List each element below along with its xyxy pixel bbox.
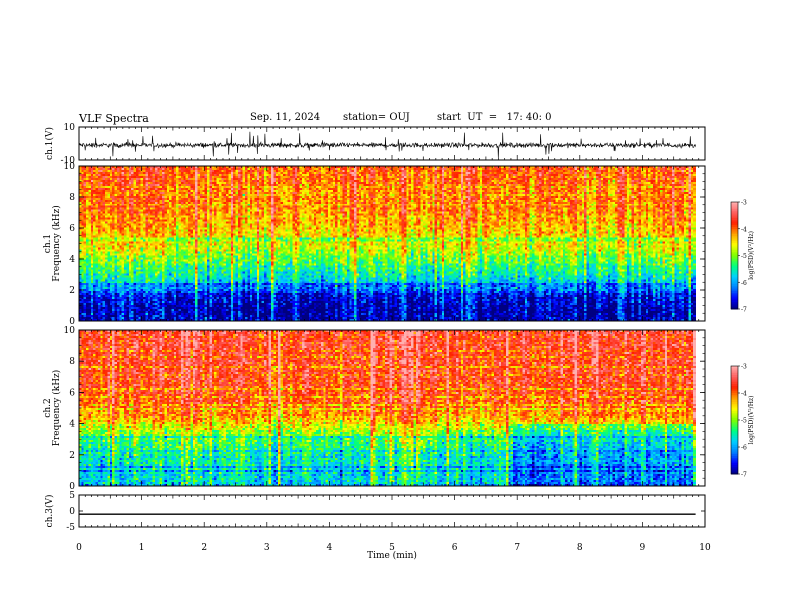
colorbar-tick-label: -4 — [741, 226, 747, 233]
colorbar-tick-label: -6 — [741, 445, 747, 452]
y-axis-label: ch.3(V) — [44, 495, 55, 528]
x-tick-label: 0 — [76, 543, 82, 553]
y-tick-label: 10 — [64, 326, 76, 336]
y-tick-label: 4 — [69, 255, 75, 265]
x-tick-label: 4 — [327, 543, 333, 553]
colorbar-tick-label: -5 — [741, 253, 747, 260]
y-tick-label: 8 — [69, 357, 75, 367]
y-tick-label: 5 — [69, 491, 75, 501]
y-tick-label: 10 — [64, 123, 76, 133]
x-tick-label: 2 — [201, 543, 207, 553]
y-tick-label: 2 — [69, 451, 75, 461]
colorbar-ch1 — [731, 202, 738, 309]
x-tick-label: 8 — [577, 543, 583, 553]
y-tick-label: 2 — [69, 286, 75, 296]
x-tick-label: 1 — [139, 543, 145, 553]
x-tick-label: 9 — [640, 543, 646, 553]
y-tick-label: 10 — [64, 162, 76, 172]
colorbar-ch2 — [731, 366, 738, 474]
colorbar-tick-label: -7 — [741, 307, 747, 314]
y-tick-label: 6 — [69, 388, 75, 398]
colorbar-tick-label: -4 — [741, 391, 747, 398]
y-tick-label: 0 — [69, 507, 75, 517]
colorbar-tick-label: -7 — [741, 472, 747, 479]
spectrogram-ch1 — [79, 166, 696, 321]
colorbar-tick-label: -3 — [741, 200, 747, 207]
y-tick-label: -5 — [66, 523, 75, 533]
colorbar-tick-label: -3 — [741, 364, 747, 371]
colorbar-label: log(PSD)(V²/Hz) — [748, 231, 755, 280]
x-tick-label: 7 — [514, 543, 520, 553]
colorbar-tick-label: -6 — [741, 280, 747, 287]
y-tick-label: 6 — [69, 224, 75, 234]
spectrogram-ch2 — [79, 330, 696, 486]
y-tick-label: 4 — [69, 420, 75, 430]
y-axis-label: ch.1(V) — [44, 127, 55, 160]
x-tick-label: 10 — [699, 543, 711, 553]
y-axis-label: Frequency (kHz) — [51, 205, 62, 282]
colorbar-tick-label: -5 — [741, 418, 747, 425]
x-axis-label: Time (min) — [367, 550, 417, 561]
y-tick-label: 8 — [69, 193, 75, 203]
y-axis-label: Frequency (kHz) — [51, 370, 62, 447]
x-tick-label: 3 — [264, 543, 270, 553]
colorbar-label: log(PSD)(V²/Hz) — [748, 396, 755, 445]
ch1-waveform — [79, 132, 696, 158]
x-tick-label: 6 — [452, 543, 458, 553]
